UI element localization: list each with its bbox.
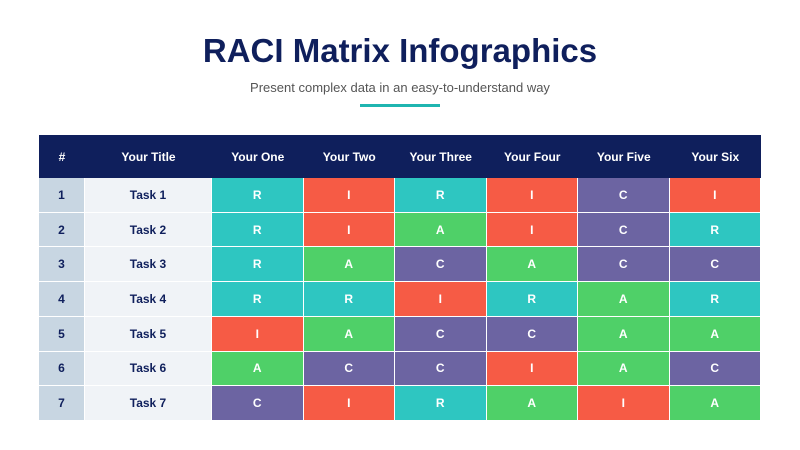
row-number: 3 [39, 247, 85, 283]
task-name: Task 5 [85, 316, 212, 352]
column-header: Your Four [486, 135, 578, 178]
raci-cell: C [669, 351, 761, 387]
raci-cell: I [303, 212, 395, 248]
task-name: Task 3 [85, 247, 212, 283]
raci-cell: A [578, 282, 670, 317]
row-number: 1 [39, 178, 85, 213]
raci-cell: R [669, 282, 761, 317]
raci-cell: C [212, 386, 304, 421]
task-name: Task 6 [85, 351, 212, 387]
raci-cell: I [578, 386, 670, 421]
raci-cell: R [395, 178, 487, 213]
raci-cell: C [395, 351, 487, 387]
raci-cell: A [303, 247, 395, 283]
row-number: 4 [39, 282, 85, 317]
task-name: Task 7 [85, 386, 212, 421]
row-number: 2 [39, 212, 85, 248]
column-header: # [39, 135, 85, 178]
raci-cell: A [212, 351, 304, 387]
raci-cell: R [486, 282, 578, 317]
raci-cell: I [486, 178, 578, 213]
raci-cell: C [395, 247, 487, 283]
column-header: Your Two [303, 135, 395, 178]
task-name: Task 4 [85, 282, 212, 317]
raci-cell: A [669, 316, 761, 352]
column-header: Your Three [395, 135, 487, 178]
column-header: Your Title [85, 135, 212, 178]
raci-table: # Your Title Your One Your Two Your Three You… [39, 135, 761, 421]
raci-cell: A [395, 212, 487, 248]
subtitle: Present complex data in an easy-to-under… [250, 80, 550, 95]
raci-cell: A [303, 316, 395, 352]
task-name: Task 2 [85, 212, 212, 248]
raci-cell: I [669, 178, 761, 213]
row-number: 7 [39, 386, 85, 421]
raci-cell: A [486, 247, 578, 283]
raci-cell: R [212, 178, 304, 213]
raci-cell: A [669, 386, 761, 421]
raci-cell: I [303, 178, 395, 213]
row-number: 6 [39, 351, 85, 387]
raci-cell: C [486, 316, 578, 352]
row-number: 5 [39, 316, 85, 352]
raci-cell: A [486, 386, 578, 421]
raci-cell: I [212, 316, 304, 352]
raci-cell: R [212, 212, 304, 248]
raci-cell: C [395, 316, 487, 352]
raci-cell: I [486, 212, 578, 248]
raci-cell: C [669, 247, 761, 283]
raci-cell: C [578, 178, 670, 213]
raci-cell: I [486, 351, 578, 387]
column-header: Your One [212, 135, 304, 178]
column-header: Your Five [578, 135, 670, 178]
raci-cell: R [395, 386, 487, 421]
raci-cell: R [303, 282, 395, 317]
column-header: Your Six [669, 135, 761, 178]
raci-cell: C [303, 351, 395, 387]
raci-cell: C [578, 212, 670, 248]
raci-cell: I [395, 282, 487, 317]
raci-cell: R [212, 282, 304, 317]
raci-cell: A [578, 351, 670, 387]
task-name: Task 1 [85, 178, 212, 213]
raci-cell: A [578, 316, 670, 352]
title: RACI Matrix Infographics [202, 32, 598, 69]
raci-cell: C [578, 247, 670, 283]
title-underline [360, 104, 440, 107]
raci-cell: R [669, 212, 761, 248]
raci-cell: R [212, 247, 304, 283]
raci-cell: I [303, 386, 395, 421]
